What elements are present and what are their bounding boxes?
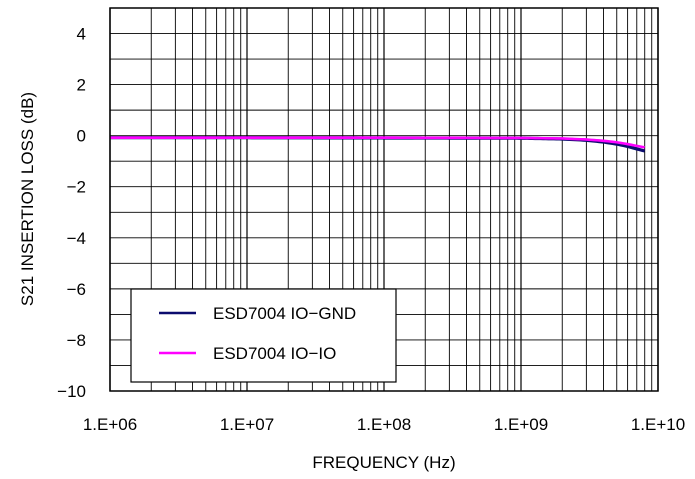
x-tick-label: 1.E+07	[220, 415, 274, 434]
x-tick-labels: 1.E+06 1.E+07 1.E+08 1.E+09 1.E+10	[83, 415, 685, 434]
y-tick-label: −6	[67, 280, 86, 299]
x-tick-label: 1.E+09	[494, 415, 548, 434]
legend: ESD7004 IO−GND ESD7004 IO−IO	[130, 288, 397, 383]
y-tick-label: 2	[77, 76, 86, 95]
legend-box	[130, 288, 397, 383]
x-tick-label: 1.E+08	[357, 415, 411, 434]
plot-frame	[109, 7, 659, 392]
series-line-io-io	[110, 136, 645, 149]
y-tick-label: −10	[57, 382, 86, 401]
y-tick-label: 4	[77, 25, 86, 44]
y-tick-label: −8	[67, 331, 86, 350]
y-tick-label: −2	[67, 178, 86, 197]
y-axis-title: S21 INSERTION LOSS (dB)	[18, 92, 37, 306]
y-tick-label: −4	[67, 229, 86, 248]
y-tick-labels: 4 2 0 −2 −4 −6 −8 −10	[57, 25, 86, 401]
x-axis-title: FREQUENCY (Hz)	[312, 453, 455, 472]
legend-label-io-io: ESD7004 IO−IO	[213, 344, 336, 363]
series-layer	[110, 136, 646, 153]
x-tick-label: 1.E+06	[83, 415, 137, 434]
x-tick-label: 1.E+10	[631, 415, 685, 434]
y-tick-label: 0	[77, 127, 86, 146]
legend-label-io-gnd: ESD7004 IO−GND	[213, 304, 356, 323]
